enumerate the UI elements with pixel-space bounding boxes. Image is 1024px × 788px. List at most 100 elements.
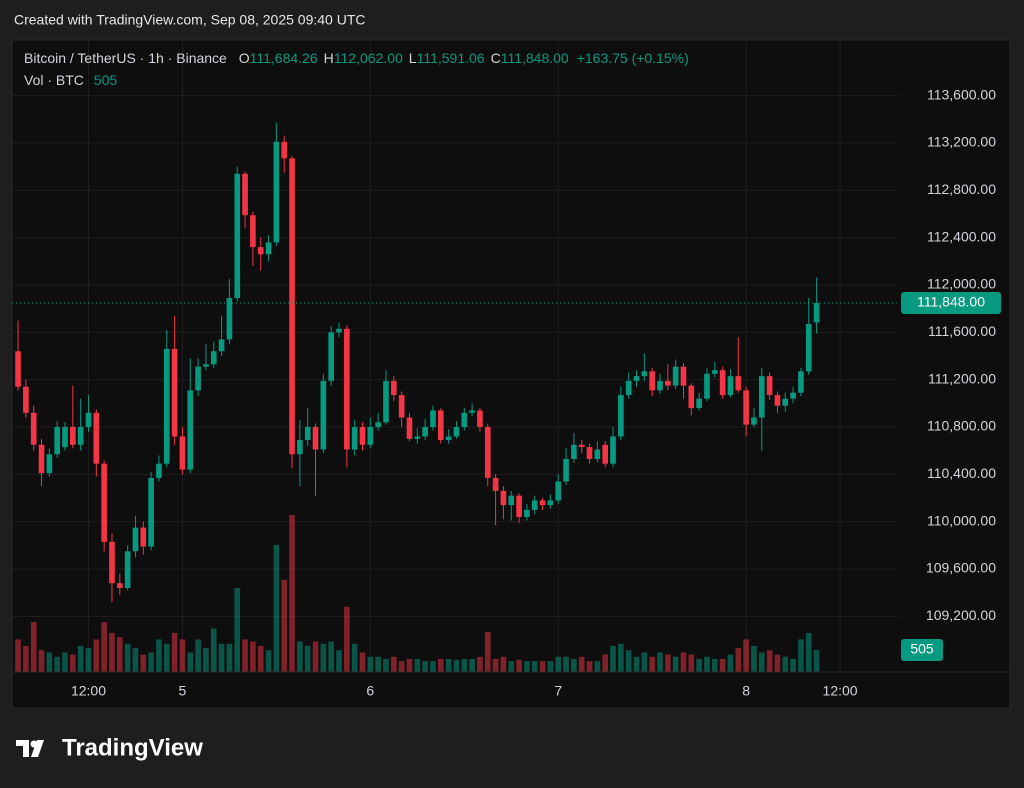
candle-body xyxy=(437,410,444,441)
candle-body xyxy=(116,583,123,588)
candle-body xyxy=(187,390,194,470)
candle-body xyxy=(242,173,248,216)
volume-bar xyxy=(445,658,452,672)
logo-dot xyxy=(30,740,38,748)
candle-body xyxy=(406,417,413,439)
symbol: Bitcoin / TetherUS · 1h · Binance xyxy=(24,50,227,66)
candle-body xyxy=(226,298,233,340)
candle-body xyxy=(140,527,147,547)
candle-body xyxy=(672,366,679,386)
volume-bar xyxy=(735,648,742,672)
volume-bar xyxy=(430,661,436,672)
volume-bar xyxy=(77,645,84,672)
candle-body xyxy=(704,373,710,399)
volume-bar xyxy=(437,658,444,672)
candle-body xyxy=(163,348,170,464)
candle-body xyxy=(563,458,569,482)
y-tick-label: 111,200.00 xyxy=(928,370,996,386)
candle-body xyxy=(782,398,789,406)
y-tick-label: 110,000.00 xyxy=(927,512,996,528)
candle-body xyxy=(383,380,389,423)
volume-bar xyxy=(140,654,147,672)
volume-bar xyxy=(798,639,804,672)
volume-bar xyxy=(422,661,428,672)
volume-bar xyxy=(312,641,319,672)
volume-bar xyxy=(657,652,663,672)
candle-body xyxy=(344,328,350,450)
volume-bar xyxy=(531,661,538,672)
volume-bar xyxy=(187,652,194,672)
volume-bar xyxy=(571,658,577,672)
candle-body xyxy=(46,454,53,474)
volume-bar xyxy=(711,658,718,672)
candle-body xyxy=(790,392,796,399)
volume-bar xyxy=(93,639,100,672)
candle-body xyxy=(578,444,585,448)
candle-body xyxy=(469,410,475,413)
volume-bar xyxy=(672,656,679,672)
volume-bar xyxy=(602,654,609,672)
volume-bar xyxy=(148,652,154,672)
volume-bar xyxy=(163,643,170,672)
candle-body xyxy=(547,500,554,506)
volume-bar xyxy=(555,656,562,672)
volume-bar xyxy=(85,648,92,672)
volume-bar xyxy=(375,656,381,672)
candle-body xyxy=(93,412,100,464)
candle-body xyxy=(101,463,107,542)
volume-bar xyxy=(351,643,358,672)
candle-body xyxy=(453,427,460,437)
legend-change: +163.75 (+0.15%) xyxy=(577,50,689,66)
volume-bar xyxy=(461,658,468,672)
volume-bar xyxy=(696,658,702,672)
candle-body xyxy=(23,386,29,413)
candle-body xyxy=(492,477,499,491)
candle-body xyxy=(85,412,92,428)
y-tick-label: 113,600.00 xyxy=(927,86,996,102)
candle-body xyxy=(594,449,601,459)
candle-body xyxy=(210,351,217,365)
candle-body xyxy=(422,427,428,437)
candle-body xyxy=(696,398,702,409)
candle-body xyxy=(156,463,162,478)
candle-body xyxy=(805,324,812,372)
volume-bar xyxy=(790,658,796,672)
volume-bar xyxy=(70,654,76,672)
volume-bar xyxy=(727,654,734,672)
volume-bar xyxy=(226,643,233,672)
candle-body xyxy=(328,332,335,381)
candle-body xyxy=(649,371,655,391)
volume-bar xyxy=(171,632,178,672)
volume-bar xyxy=(453,659,460,672)
candle-body xyxy=(265,242,272,255)
candle-body xyxy=(398,395,405,418)
volume-bar xyxy=(743,639,749,672)
volume-pane xyxy=(15,515,820,672)
x-tick-label: 12:00 xyxy=(823,683,858,699)
candle-body xyxy=(367,427,374,445)
volume-bar xyxy=(618,643,624,672)
volume-bar xyxy=(625,650,632,672)
legend-key: O xyxy=(239,50,250,66)
overlay: 109,200.00 109,600.00 110,000.00 110,400.00… xyxy=(12,86,1001,699)
volume-bar xyxy=(414,658,421,672)
volume-bar xyxy=(477,656,483,672)
y-tick-label: 110,400.00 xyxy=(927,465,996,481)
candle-body xyxy=(390,380,397,396)
y-tick-label: 113,200.00 xyxy=(927,134,996,150)
candle-body xyxy=(516,495,522,517)
candle-body xyxy=(62,427,68,448)
volume-bar xyxy=(132,648,139,672)
volume-bar xyxy=(390,656,397,672)
candle-body xyxy=(610,436,616,464)
volume-bar xyxy=(578,656,585,672)
volume-bar xyxy=(101,621,107,672)
candle-body xyxy=(484,427,491,478)
candle-body xyxy=(171,348,178,437)
legend-key: C xyxy=(491,50,501,66)
candle-body xyxy=(477,410,483,428)
volume-bar xyxy=(210,628,217,672)
volume-bar xyxy=(179,639,186,672)
candle-body xyxy=(813,302,820,323)
candle-body xyxy=(77,427,84,445)
